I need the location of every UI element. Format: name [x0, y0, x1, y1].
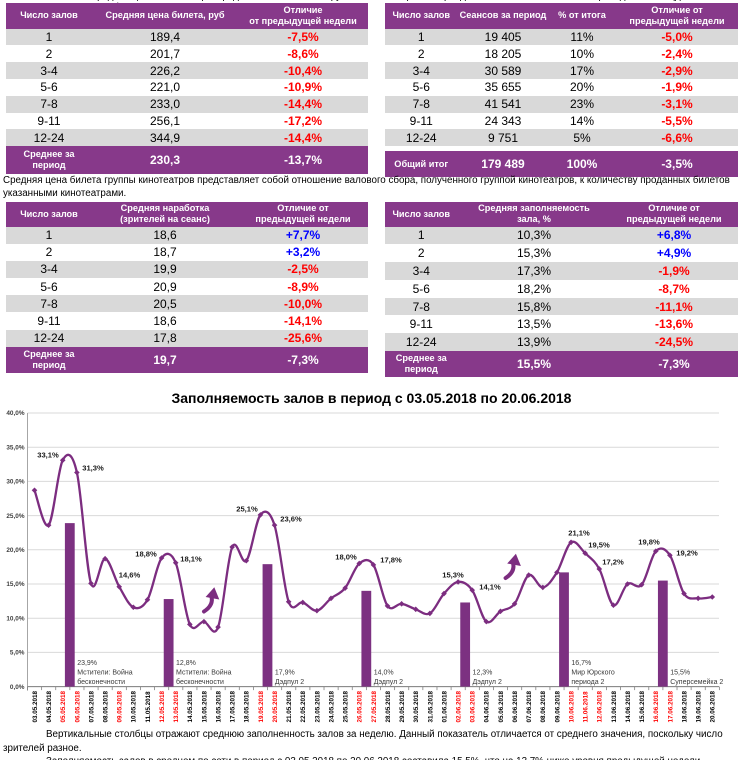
svg-text:10.06.2018: 10.06.2018 — [568, 690, 575, 722]
svg-text:19.06.2018: 19.06.2018 — [696, 690, 703, 722]
svg-text:бесконечности: бесконечности — [77, 678, 125, 686]
svg-text:14,1%: 14,1% — [479, 583, 501, 592]
svg-text:01.06.2018: 01.06.2018 — [441, 690, 448, 722]
svg-text:19,8%: 19,8% — [638, 538, 660, 547]
svg-text:0,0%: 0,0% — [10, 684, 25, 691]
svg-text:33,1%: 33,1% — [37, 451, 59, 460]
svg-text:07.05.2018: 07.05.2018 — [88, 690, 95, 722]
svg-text:15,5%: 15,5% — [670, 670, 690, 677]
svg-text:18.05.2018: 18.05.2018 — [244, 690, 251, 722]
svg-text:07.06.2018: 07.06.2018 — [526, 690, 533, 722]
svg-text:04.06.2018: 04.06.2018 — [484, 690, 491, 722]
svg-text:15,3%: 15,3% — [442, 571, 464, 580]
svg-text:периода 2: периода 2 — [571, 679, 604, 686]
svg-text:15.06.2018: 15.06.2018 — [639, 690, 646, 722]
svg-text:31.05.2018: 31.05.2018 — [427, 690, 434, 722]
svg-text:25.05.2018: 25.05.2018 — [343, 690, 350, 722]
svg-text:09.05.2018: 09.05.2018 — [117, 690, 124, 722]
svg-text:12.06.2018: 12.06.2018 — [597, 690, 604, 722]
svg-text:14.05.2018: 14.05.2018 — [187, 690, 194, 722]
svg-text:Мир Юрского: Мир Юрского — [571, 670, 614, 677]
svg-text:03.06.2018: 03.06.2018 — [470, 690, 477, 722]
svg-text:19,2%: 19,2% — [676, 549, 698, 558]
svg-text:Дэдпул 2: Дэдпул 2 — [473, 679, 502, 686]
svg-text:02.06.2018: 02.06.2018 — [456, 690, 463, 722]
svg-text:23,9%: 23,9% — [77, 660, 97, 667]
svg-text:21,1%: 21,1% — [568, 529, 590, 538]
svg-text:10,0%: 10,0% — [6, 615, 24, 622]
svg-text:10.05.2018: 10.05.2018 — [131, 690, 138, 722]
svg-text:20.05.2018: 20.05.2018 — [272, 690, 279, 722]
svg-text:04.05.2018: 04.05.2018 — [46, 690, 53, 722]
svg-text:5,0%: 5,0% — [10, 650, 25, 657]
svg-text:18,1%: 18,1% — [180, 555, 202, 564]
svg-text:03.05.2018: 03.05.2018 — [32, 690, 39, 722]
svg-text:22.05.2018: 22.05.2018 — [300, 690, 307, 722]
svg-text:17,2%: 17,2% — [602, 558, 624, 567]
svg-text:29.05.2018: 29.05.2018 — [399, 690, 406, 722]
svg-text:24.05.2018: 24.05.2018 — [328, 690, 335, 722]
svg-text:06.06.2018: 06.06.2018 — [512, 690, 519, 722]
svg-text:19,5%: 19,5% — [588, 541, 610, 550]
svg-text:19.05.2018: 19.05.2018 — [258, 690, 265, 722]
svg-text:Суперсемейка 2: Суперсемейка 2 — [670, 678, 723, 686]
svg-text:13.06.2018: 13.06.2018 — [611, 690, 618, 722]
svg-text:12,8%: 12,8% — [176, 660, 196, 667]
svg-text:21.05.2018: 21.05.2018 — [286, 690, 293, 722]
svg-text:18,8%: 18,8% — [135, 550, 157, 559]
svg-text:20,0%: 20,0% — [6, 547, 24, 554]
svg-text:08.06.2018: 08.06.2018 — [540, 690, 547, 722]
svg-text:18,0%: 18,0% — [335, 553, 357, 562]
svg-text:30,0%: 30,0% — [6, 479, 24, 486]
svg-text:14,0%: 14,0% — [374, 670, 394, 677]
svg-text:13.05.2018: 13.05.2018 — [173, 690, 180, 722]
svg-text:11.05.2018: 11.05.2018 — [145, 691, 152, 723]
svg-text:23,6%: 23,6% — [280, 515, 302, 524]
svg-text:17,8%: 17,8% — [380, 556, 402, 565]
svg-text:40,0%: 40,0% — [6, 410, 24, 417]
svg-text:08.05.2018: 08.05.2018 — [103, 690, 110, 722]
svg-text:20.06.2018: 20.06.2018 — [710, 690, 717, 722]
svg-text:15,0%: 15,0% — [6, 581, 24, 588]
svg-text:23.05.2018: 23.05.2018 — [314, 690, 321, 722]
svg-text:35,0%: 35,0% — [6, 444, 24, 451]
svg-text:12,3%: 12,3% — [473, 670, 493, 677]
svg-text:31,3%: 31,3% — [82, 464, 104, 473]
svg-text:14,6%: 14,6% — [119, 571, 141, 580]
svg-text:16,7%: 16,7% — [571, 660, 591, 667]
svg-text:Мстители: Война: Мстители: Война — [77, 669, 133, 677]
svg-text:14.06.2018: 14.06.2018 — [625, 690, 632, 722]
svg-text:16.06.2018: 16.06.2018 — [653, 690, 660, 722]
svg-text:05.05.2018: 05.05.2018 — [60, 690, 67, 722]
svg-text:18.06.2018: 18.06.2018 — [681, 690, 688, 722]
svg-text:16.05.2018: 16.05.2018 — [215, 690, 222, 722]
svg-text:17.06.2018: 17.06.2018 — [667, 690, 674, 722]
svg-text:Дэдпул 2: Дэдпул 2 — [275, 679, 304, 686]
svg-text:27.05.2018: 27.05.2018 — [371, 690, 378, 722]
svg-text:25,1%: 25,1% — [236, 505, 258, 514]
svg-text:11.06.2018: 11.06.2018 — [583, 691, 590, 723]
svg-text:26.05.2018: 26.05.2018 — [357, 690, 364, 722]
svg-text:09.06.2018: 09.06.2018 — [554, 690, 561, 722]
svg-text:30.05.2018: 30.05.2018 — [413, 690, 420, 722]
svg-text:28.05.2018: 28.05.2018 — [385, 690, 392, 722]
svg-text:Дэдпул 2: Дэдпул 2 — [374, 679, 403, 686]
svg-text:25,0%: 25,0% — [6, 513, 24, 520]
svg-text:17.05.2018: 17.05.2018 — [230, 690, 237, 722]
svg-text:бесконечности: бесконечности — [176, 678, 224, 686]
svg-text:17,9%: 17,9% — [275, 670, 295, 677]
svg-text:12.05.2018: 12.05.2018 — [159, 690, 166, 722]
svg-text:Мстители: Война: Мстители: Война — [176, 669, 232, 677]
svg-text:05.06.2018: 05.06.2018 — [498, 690, 505, 722]
svg-text:15.05.2018: 15.05.2018 — [201, 690, 208, 722]
svg-text:06.05.2018: 06.05.2018 — [74, 690, 81, 722]
